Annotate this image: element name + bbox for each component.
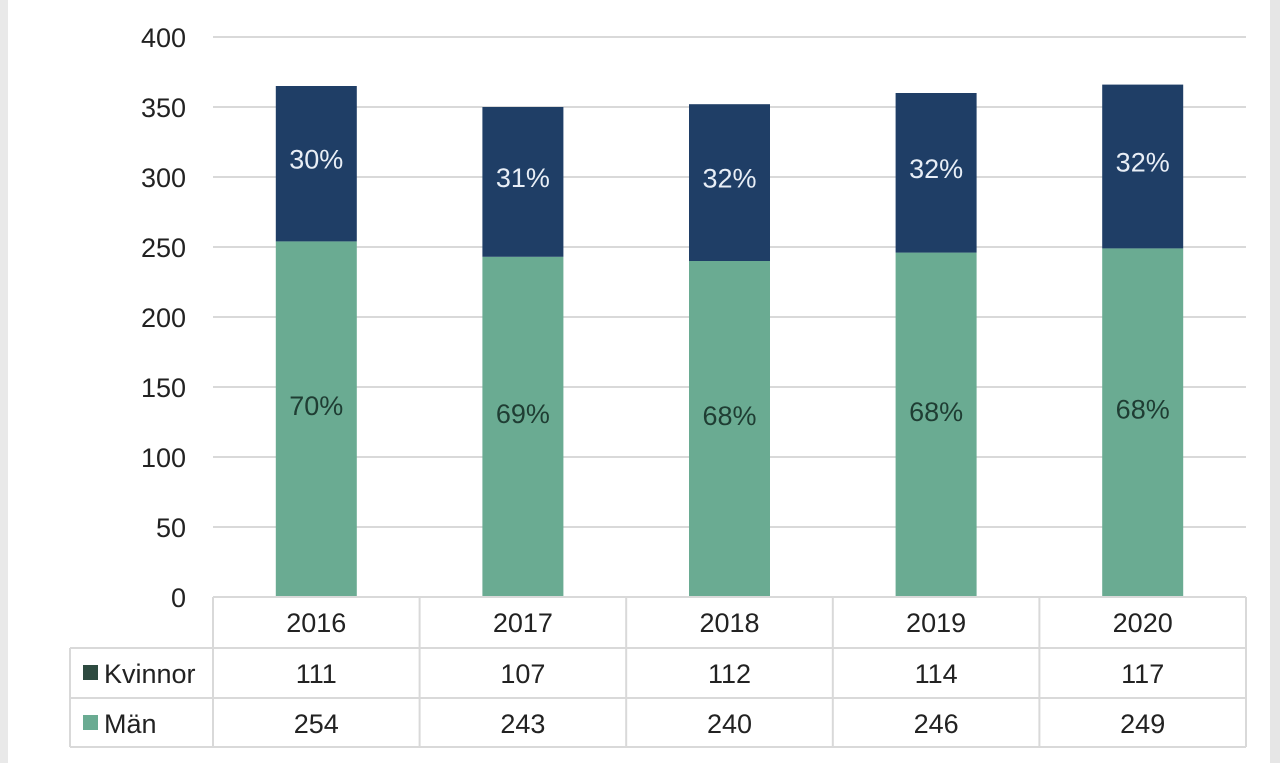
stacked-bar-chart: 0 50 100 150 200 250 300 350 400 70% 30% 69% 31% 68%…	[69, 23, 1247, 748]
table-value: 117	[1121, 659, 1164, 689]
table-value: 254	[294, 709, 339, 739]
table-value: 249	[1120, 709, 1165, 739]
table-value: 240	[707, 709, 752, 739]
y-tick-label: 350	[141, 93, 186, 123]
percent-label-kvinnor: 30%	[289, 145, 343, 175]
percent-labels: 70% 30% 69% 31% 68% 32% 68% 32% 68% 32%	[289, 145, 1169, 431]
y-tick-label: 0	[171, 583, 186, 613]
percent-label-man: 68%	[1116, 395, 1170, 425]
table-value: 111	[296, 659, 337, 689]
bar-segment-man	[482, 256, 564, 597]
category-label: 2018	[699, 608, 759, 638]
table-value: 107	[500, 659, 545, 689]
percent-label-man: 68%	[909, 397, 963, 427]
y-tick-label: 150	[141, 373, 186, 403]
bar-segment-man	[275, 241, 357, 597]
percent-label-kvinnor: 31%	[496, 163, 550, 193]
bar-segment-kvinnor	[1102, 84, 1184, 249]
bar-segment-man	[1102, 248, 1184, 597]
bar-segment-kvinnor	[895, 93, 977, 253]
table-value: 246	[914, 709, 959, 739]
table-value: 243	[500, 709, 545, 739]
bars	[275, 84, 1184, 597]
percent-label-kvinnor: 32%	[1116, 148, 1170, 178]
category-label: 2020	[1113, 608, 1173, 638]
category-label: 2016	[286, 608, 346, 638]
data-table: 2016 2017 2018 2019 2020 Kvinnor 111 107 112 114 1…	[69, 596, 1247, 748]
legend-swatch	[83, 715, 98, 730]
category-label: 2019	[906, 608, 966, 638]
y-tick-label: 250	[141, 233, 186, 263]
y-tick-label: 300	[141, 163, 186, 193]
legend-swatch	[83, 665, 98, 680]
legend-label: Män	[104, 709, 157, 739]
table-value: 112	[708, 659, 751, 689]
bar-segment-kvinnor	[275, 86, 357, 242]
percent-label-man: 70%	[289, 391, 343, 421]
percent-label-kvinnor: 32%	[909, 154, 963, 184]
legend-label: Kvinnor	[104, 659, 196, 689]
percent-label-man: 68%	[702, 401, 756, 431]
y-tick-label: 200	[141, 303, 186, 333]
percent-label-man: 69%	[496, 399, 550, 429]
bar-segment-kvinnor	[482, 107, 564, 257]
y-tick-label: 400	[141, 23, 186, 53]
bar-segment-man	[895, 252, 977, 597]
y-axis-tick-labels: 0 50 100 150 200 250 300 350 400	[141, 23, 186, 613]
bar-segment-kvinnor	[689, 104, 770, 261]
percent-label-kvinnor: 32%	[702, 164, 756, 194]
table-value: 114	[915, 659, 958, 689]
bar-segment-man	[689, 261, 770, 597]
y-tick-label: 50	[156, 513, 186, 543]
category-label: 2017	[493, 608, 553, 638]
y-tick-label: 100	[141, 443, 186, 473]
